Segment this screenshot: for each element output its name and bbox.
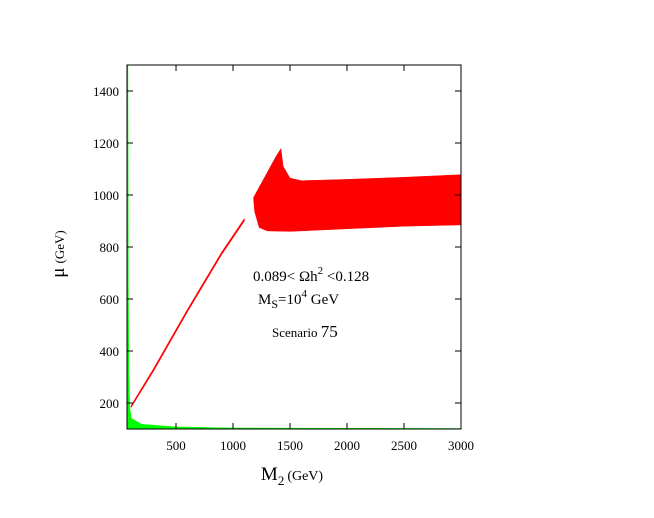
region-band-2	[253, 147, 462, 232]
annotation-3-text: Scenario	[272, 325, 321, 340]
x-axis-label-sub: 2	[278, 473, 285, 488]
y-tick-label: 200	[100, 396, 120, 411]
y-tick-label: 1400	[93, 84, 119, 99]
x-tick-label: 3000	[448, 438, 474, 453]
x-tick-label: 1500	[277, 438, 303, 453]
scenario-annotation: Scenario 75	[272, 322, 338, 341]
y-axis-label-unit: (GeV)	[52, 230, 67, 263]
annotation-2-suffix: GeV	[307, 292, 339, 308]
y-tick-label: 800	[100, 240, 120, 255]
y-tick-label: 1200	[93, 136, 119, 151]
x-tick-label: 2000	[334, 438, 360, 453]
plot-frame	[126, 64, 462, 430]
annotation-1-text: 0.089< Ωh	[253, 269, 318, 285]
region-band-3	[126, 64, 462, 430]
x-axis-label-main: M	[261, 464, 278, 485]
annotation-2-sup: 4	[302, 288, 308, 300]
annotation-1-sup: 2	[318, 265, 324, 277]
annotation-2-text: M	[258, 292, 271, 308]
y-tick-label: 400	[100, 344, 120, 359]
x-axis-label-unit: (GeV)	[287, 469, 323, 484]
x-axis-label: M2 (GeV)	[261, 464, 324, 488]
annotation-3-number: 75	[321, 322, 338, 341]
y-axis-label-main: μ	[48, 268, 69, 278]
y-tick-label: 1000	[93, 188, 119, 203]
y-tick-label: 600	[100, 292, 120, 307]
region-band-1	[130, 217, 245, 409]
axis-ticks: 500 1000 1500 2000 2500 3000 200 400 600 800 1000 1…	[93, 65, 474, 453]
region-bands	[126, 64, 462, 430]
x-tick-label: 1000	[220, 438, 246, 453]
x-tick-label: 500	[166, 438, 186, 453]
scalar-mass-annotation: MS=104 GeV	[258, 288, 339, 311]
annotation-2-sub: S	[271, 297, 278, 311]
x-tick-label: 2500	[391, 438, 417, 453]
y-axis-label: μ (GeV)	[48, 230, 69, 277]
annotation-2-mid: =10	[278, 292, 301, 308]
annotation-1-suffix: <0.128	[323, 269, 369, 285]
relic-density-annotation: 0.089< Ωh2 <0.128	[253, 265, 369, 285]
